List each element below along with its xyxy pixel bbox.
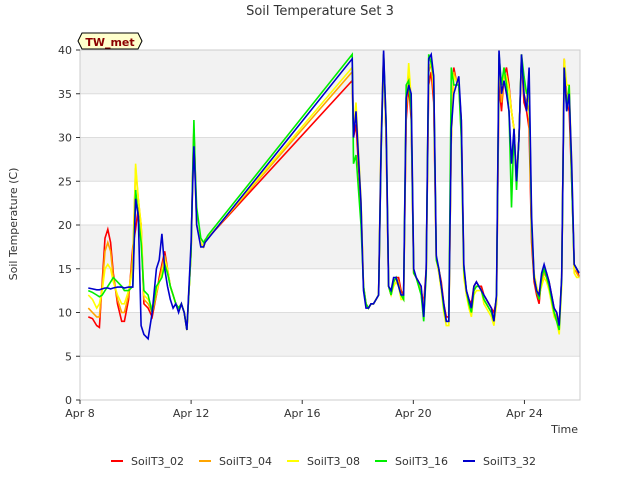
- y-tick-label: 40: [58, 44, 72, 57]
- y-tick-label: 20: [58, 219, 72, 232]
- y-axis-ticks: 0 5 10 15 20 25 30 35 40: [58, 44, 80, 407]
- y-tick-label: 35: [58, 88, 72, 101]
- legend-label-SoilT3_02: SoilT3_02: [131, 455, 184, 468]
- station-label-box: TW_met: [77, 32, 143, 50]
- legend: SoilT3_02 SoilT3_04 SoilT3_08 SoilT3_16 Soil…: [111, 455, 536, 468]
- x-tick-label: Apr 16: [284, 407, 321, 420]
- series-line-SoilT3_16: [87, 52, 580, 331]
- legend-label-SoilT3_04: SoilT3_04: [219, 455, 272, 468]
- background-band: [80, 312, 580, 357]
- station-label-shape: [77, 32, 143, 50]
- background-bands: [80, 50, 580, 357]
- x-tick-label: Apr 20: [395, 407, 432, 420]
- series-layer: [87, 49, 580, 341]
- chart-title: Soil Temperature Set 3: [246, 4, 394, 19]
- series-line-SoilT3_32: [88, 49, 580, 341]
- y-tick-label: 15: [58, 263, 72, 276]
- legend-label-SoilT3_16: SoilT3_16: [395, 455, 448, 468]
- x-axis-ticks: Apr 8 Apr 12 Apr 16 Apr 20 Apr 24: [65, 400, 543, 420]
- background-band: [80, 225, 580, 269]
- y-tick-label: 25: [58, 175, 72, 188]
- y-tick-label: 10: [58, 307, 72, 320]
- legend-label-SoilT3_08: SoilT3_08: [307, 455, 360, 468]
- series-line-SoilT3_02: [87, 54, 580, 331]
- x-tick-label: Apr 12: [173, 407, 210, 420]
- y-tick-label: 30: [58, 132, 72, 145]
- station-label: TW_met: [85, 36, 134, 49]
- x-axis-label: Time: [550, 423, 578, 436]
- x-tick-label: Apr 8: [65, 407, 95, 420]
- y-tick-label: 0: [65, 394, 72, 407]
- legend-label-SoilT3_32: SoilT3_32: [483, 455, 536, 468]
- x-tick-label: Apr 24: [506, 407, 543, 420]
- background-band: [80, 137, 580, 182]
- y-axis-label: Soil Temperature (C): [7, 168, 20, 281]
- series-line-SoilT3_08: [87, 54, 580, 335]
- series-line-SoilT3_04: [87, 54, 580, 331]
- y-tick-label: 5: [65, 350, 72, 363]
